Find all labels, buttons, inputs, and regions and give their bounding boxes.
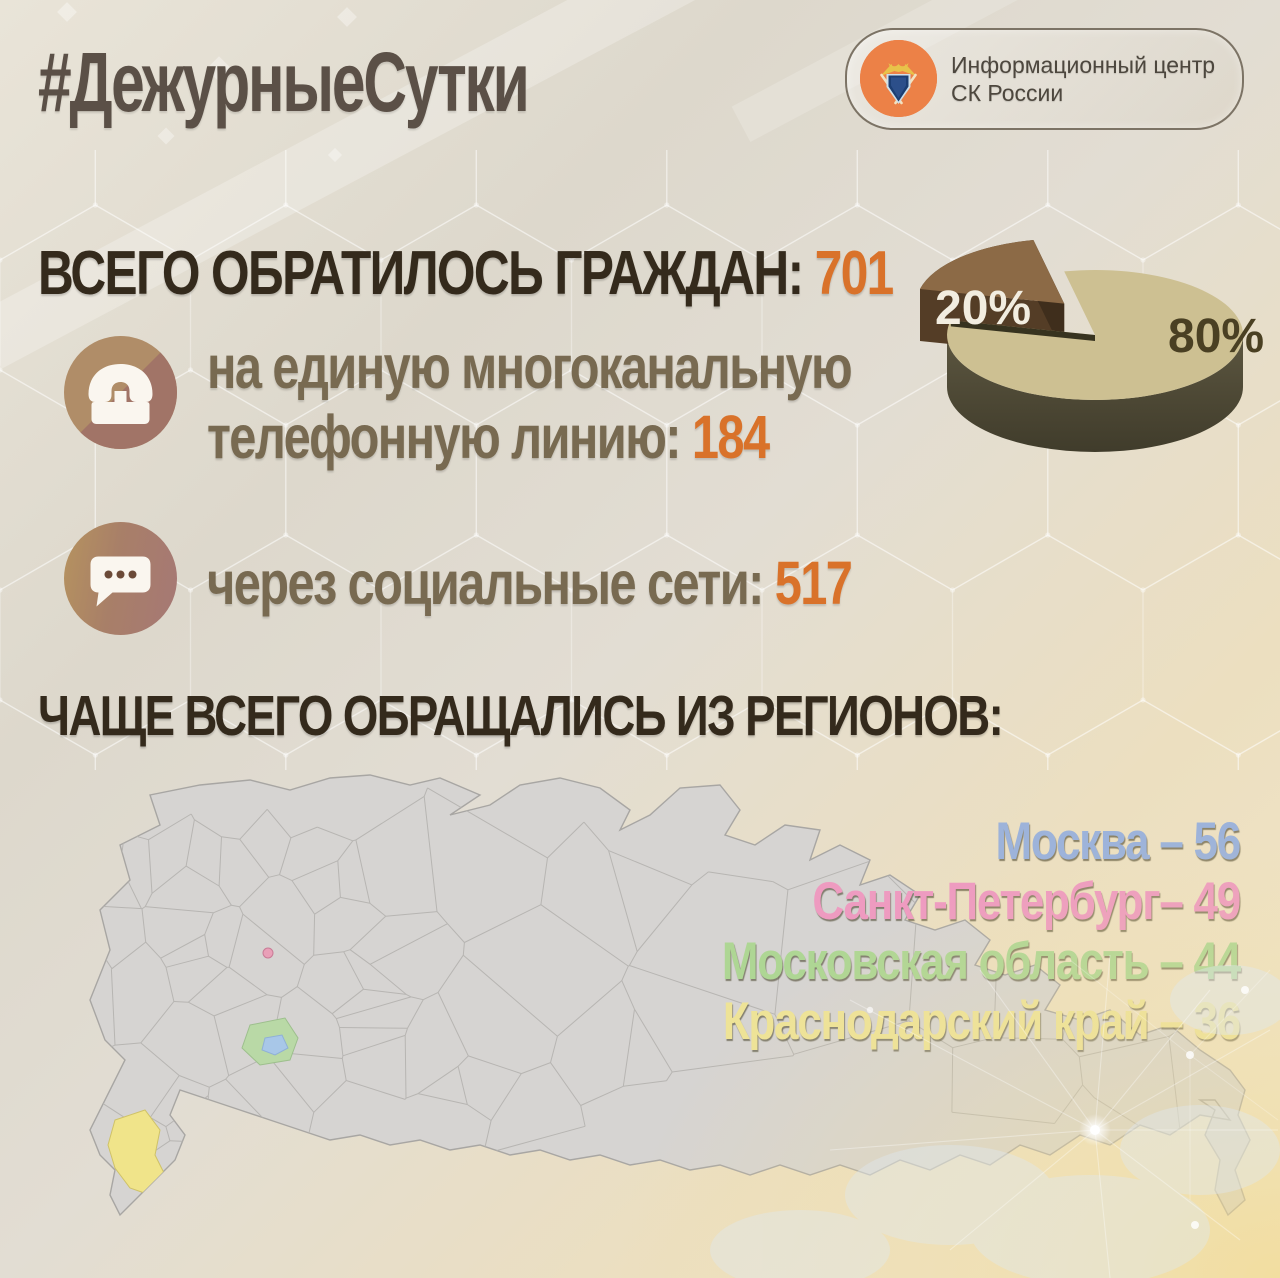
svg-text:80%: 80%: [1168, 310, 1264, 363]
svg-text:20%: 20%: [935, 282, 1031, 335]
